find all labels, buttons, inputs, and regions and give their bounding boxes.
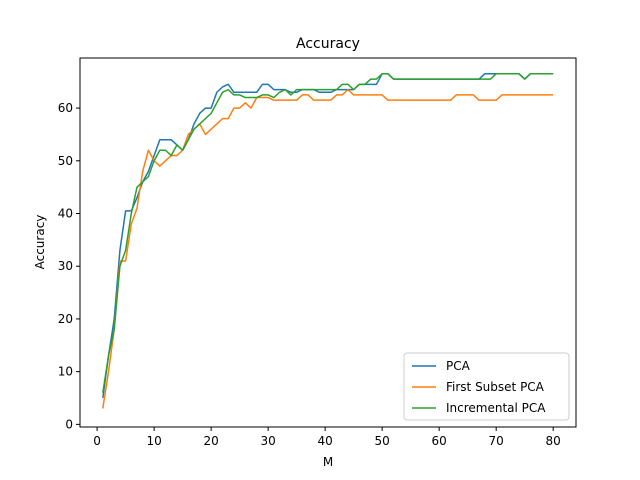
ticks-layer: 0 10 20 30 40 50 60 70 80 0 10 20 30 40 50 60 (58, 101, 561, 448)
x-axis-label: M (323, 455, 333, 469)
chart-title: Accuracy (296, 36, 360, 52)
y-tick-label: 30 (58, 259, 73, 273)
x-tick-label: 70 (489, 434, 504, 448)
y-axis-label: Accuracy (33, 215, 47, 270)
y-tick-label: 40 (58, 207, 73, 221)
x-tick-label: 60 (432, 434, 447, 448)
legend-box (403, 352, 570, 421)
y-tick-label: 0 (65, 417, 73, 431)
x-tick-label: 0 (93, 434, 101, 448)
y-tick-label: 10 (58, 365, 73, 379)
x-tick-label: 30 (260, 434, 275, 448)
y-tick-label: 60 (58, 101, 73, 115)
y-tick-label: 50 (58, 154, 73, 168)
series-line-3 (102, 73, 554, 393)
x-tick-label: 20 (203, 434, 218, 448)
legend-label: First Subset PCA (446, 380, 545, 394)
series-line-1 (102, 73, 554, 399)
legend: PCA First Subset PCA Incremental PCA (403, 352, 570, 421)
plot-frame (79, 57, 577, 428)
legend-label: PCA (446, 359, 471, 373)
x-tick-label: 40 (318, 434, 333, 448)
x-tick-label: 80 (546, 434, 561, 448)
y-tick-label: 20 (58, 312, 73, 326)
x-tick-label: 50 (375, 434, 390, 448)
x-tick-label: 10 (146, 434, 161, 448)
series-layer (102, 73, 554, 409)
legend-label: Incremental PCA (446, 401, 546, 415)
series-line-2 (102, 88, 554, 409)
